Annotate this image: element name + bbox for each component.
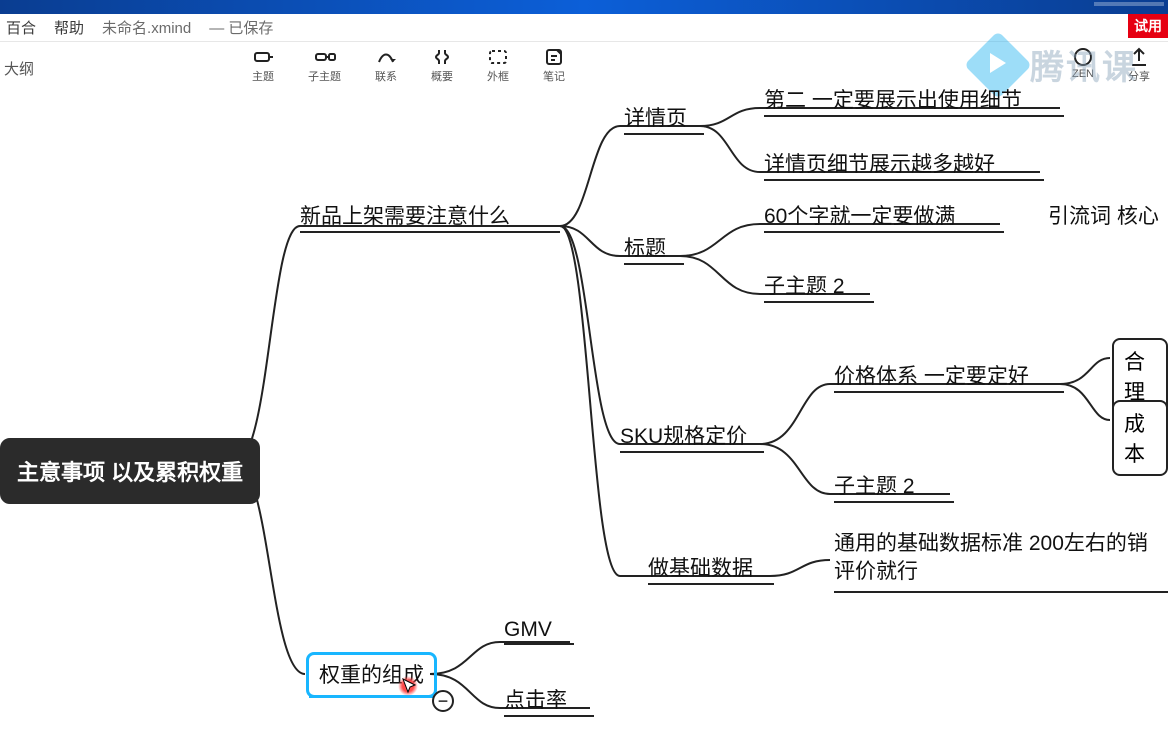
mindmap-canvas[interactable]: 主意事项 以及累积权重 新品上架需要注意什么 详情页 第二 一定要展示出使用细节…: [0, 96, 1168, 730]
mouse-cursor: [398, 676, 418, 696]
window-chrome-bar: [0, 0, 1168, 14]
node-sku[interactable]: SKU规格定价: [620, 420, 764, 450]
node-sku-rule1[interactable]: 价格体系 一定要定好: [834, 360, 1064, 390]
summary-icon: [431, 46, 453, 68]
document-tab-status: — 已保存: [209, 17, 273, 38]
node-basedata-rule-label: 通用的基础数据标准 200左右的销 评价就行: [834, 532, 1148, 583]
toolbar-subtopic-button[interactable]: 子主题: [308, 46, 341, 96]
toolbar-topic-button[interactable]: 主题: [252, 46, 274, 96]
watermark-logo-icon: [974, 41, 1022, 89]
node-sku-rule1-label: 价格体系 一定要定好: [834, 365, 1029, 388]
node-title-rule1[interactable]: 60个字就一定要做满: [764, 200, 1004, 230]
node-detail-rule1[interactable]: 第二 一定要展示出使用细节: [764, 84, 1064, 114]
toolbar-relate-button[interactable]: 联系: [375, 46, 397, 96]
relate-icon: [375, 46, 397, 68]
topic-icon: [252, 46, 274, 68]
node-title-label: 标题: [624, 237, 666, 260]
node-gmv-label: GMV: [504, 618, 552, 641]
node-title-rule2[interactable]: 子主题 2: [764, 270, 874, 300]
node-detail-page-label: 详情页: [624, 107, 687, 130]
node-sku-box2[interactable]: 成本: [1112, 400, 1168, 476]
node-basedata-rule[interactable]: 通用的基础数据标准 200左右的销 评价就行: [834, 530, 1168, 587]
outline-tab[interactable]: 大纲: [4, 58, 34, 79]
toolbar-summary-label: 概要: [431, 68, 453, 84]
node-title-rule1-label: 60个字就一定要做满: [764, 205, 955, 228]
menu-help[interactable]: 帮助: [54, 17, 84, 38]
node-sku-rule2[interactable]: 子主题 2: [834, 470, 954, 500]
toolbar-topic-label: 主题: [252, 68, 274, 84]
node-sku-label: SKU规格定价: [620, 425, 747, 448]
mindmap-root-node[interactable]: 主意事项 以及累积权重: [0, 438, 260, 504]
node-sku-rule2-label: 子主题 2: [834, 475, 915, 498]
node-detail-rule2-label: 详情页细节展示越多越好: [764, 153, 995, 176]
toolbar-subtopic-label: 子主题: [308, 68, 341, 84]
boundary-icon: [487, 46, 509, 68]
toolbar-note-button[interactable]: 笔记: [543, 46, 565, 96]
node-title-rule2-label: 子主题 2: [764, 275, 845, 298]
node-ctr-label: 点击率: [504, 689, 567, 712]
node-detail-rule1-label: 第二 一定要展示出使用细节: [764, 89, 1022, 112]
node-ctr[interactable]: 点击率: [504, 684, 594, 714]
node-title-rule1-extra-label: 引流词 核心: [1048, 205, 1159, 228]
node-basedata[interactable]: 做基础数据: [648, 552, 774, 582]
menu-view[interactable]: 百合: [6, 17, 36, 38]
node-detail-rule2[interactable]: 详情页细节展示越多越好: [764, 148, 1044, 178]
toolbar-summary-button[interactable]: 概要: [431, 46, 453, 96]
connector-lines: [0, 96, 1168, 730]
node-title[interactable]: 标题: [624, 232, 684, 262]
toolbar-boundary-label: 外框: [487, 68, 509, 84]
toolbar: 主题 子主题 联系 概要 外框 笔记: [252, 46, 565, 96]
document-tab-filename[interactable]: 未命名.xmind: [102, 17, 191, 38]
collapse-toggle[interactable]: −: [432, 690, 454, 712]
node-basedata-label: 做基础数据: [648, 557, 753, 580]
toolbar-relate-label: 联系: [375, 68, 397, 84]
watermark-text: 腾讯课: [1030, 40, 1138, 89]
node-new-listing-label: 新品上架需要注意什么: [300, 205, 510, 228]
node-gmv[interactable]: GMV: [504, 618, 574, 642]
toolbar-boundary-button[interactable]: 外框: [487, 46, 509, 96]
node-detail-page[interactable]: 详情页: [624, 102, 704, 132]
video-watermark: 腾讯课: [974, 40, 1138, 89]
toolbar-note-label: 笔记: [543, 68, 565, 84]
subtopic-icon: [314, 46, 336, 68]
node-title-rule1-extra[interactable]: 引流词 核心: [1048, 200, 1159, 230]
note-icon: [543, 46, 565, 68]
node-new-listing[interactable]: 新品上架需要注意什么: [300, 200, 560, 230]
